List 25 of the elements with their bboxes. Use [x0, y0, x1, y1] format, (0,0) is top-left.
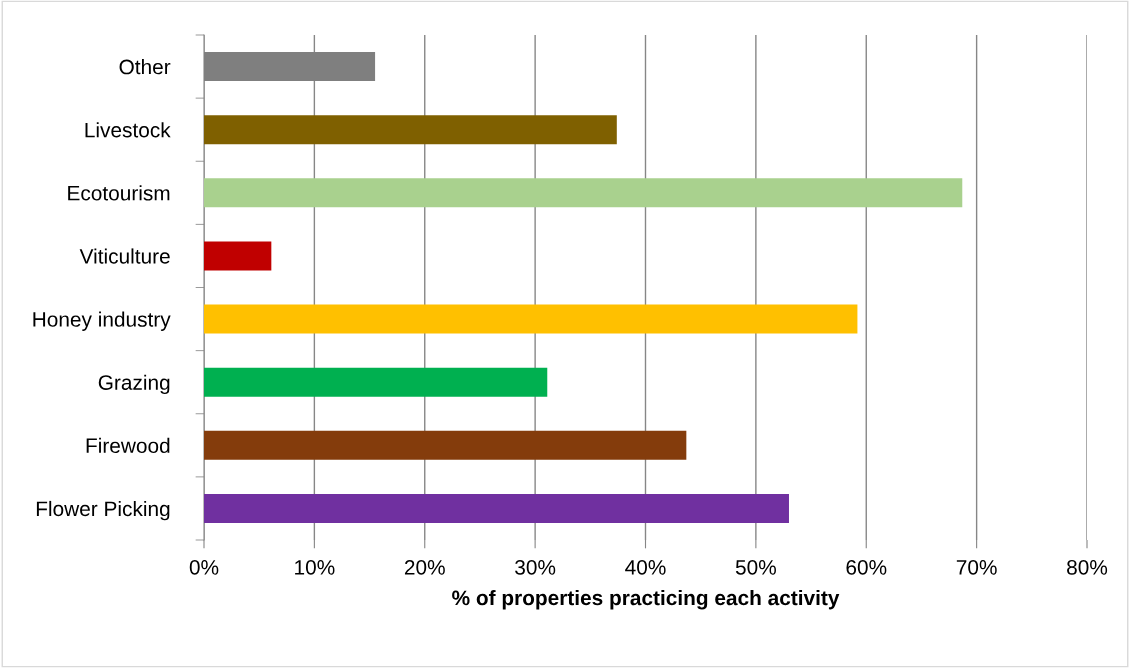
x-tick-label: 20% — [404, 559, 445, 575]
bar — [204, 493, 789, 523]
y-tick-label: Firewood — [86, 437, 170, 454]
x-tick-label: 70% — [956, 559, 997, 575]
bar — [204, 241, 272, 271]
x-tick-label: 40% — [625, 559, 666, 575]
y-tick-label: Ecotourism — [68, 185, 170, 201]
y-tick-label: Honey industry — [33, 311, 171, 331]
y-tick-label: Other — [119, 59, 171, 75]
x-tick-label: 60% — [846, 559, 887, 575]
x-tick-label: 30% — [515, 559, 556, 575]
y-tick-label: Viticulture — [79, 248, 170, 264]
y-tick-label: Livestock — [85, 122, 171, 138]
x-tick-label: 80% — [1067, 559, 1108, 575]
bar — [204, 367, 548, 397]
x-tick-label: 0% — [189, 559, 219, 575]
bar — [204, 304, 858, 334]
x-tick-label: 10% — [295, 559, 335, 575]
y-tick-label: Flower Picking — [36, 500, 170, 521]
x-axis-title: % of properties practicing each activity — [452, 589, 840, 610]
bar — [204, 430, 687, 460]
bar — [204, 115, 617, 145]
bar — [204, 178, 963, 208]
y-tick-label: Grazing — [98, 374, 170, 395]
x-tick-label: 50% — [735, 559, 776, 575]
